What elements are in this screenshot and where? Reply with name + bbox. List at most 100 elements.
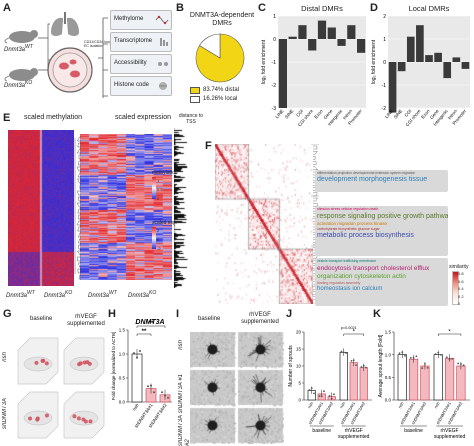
- dendrogram-branch: [77, 136, 81, 142]
- panel-j-chart: Number of sprouts05101520nshshDNMT3A#1sh…: [288, 326, 372, 440]
- panel-g: baseline rhVEGF supplemented nsh shDNMT3…: [0, 310, 108, 446]
- data-point: [365, 366, 367, 369]
- h-bar: [131, 353, 143, 403]
- i-row-nsh: nsh: [178, 340, 184, 350]
- h-y-tick-label: 1.5: [119, 328, 126, 333]
- data-point: [352, 359, 355, 362]
- legend-scaled-exp-colorbar: [152, 227, 156, 249]
- h-x-tick-label: nsh: [132, 402, 141, 411]
- assay-accessibility: Accessibility: [110, 54, 172, 74]
- lungs-icon: [51, 12, 79, 37]
- chart-title: Local DMRs: [409, 4, 450, 13]
- dendrogram-branch: [77, 142, 81, 148]
- spheroid-dot: [44, 361, 49, 366]
- bar: [416, 25, 424, 62]
- g-col-baseline: baseline: [30, 316, 53, 322]
- x-tick-label: CGI: [403, 108, 412, 117]
- pie-legend-swatch-local: [190, 96, 200, 103]
- similarity-ticks: 0.8 0.6 0.4 0.2 0: [458, 271, 464, 306]
- pie-title: DNMT3A-dependent DMRs: [189, 12, 255, 27]
- mouse-wt-icon: [4, 30, 38, 44]
- bar: [308, 39, 317, 51]
- panel-letter-c: C: [258, 2, 266, 14]
- h-point: [167, 396, 169, 399]
- y-tick-label: 0: [273, 37, 276, 43]
- bar: [359, 367, 368, 401]
- spheroid-dot: [44, 413, 49, 418]
- dendrogram-branch: [77, 208, 81, 214]
- data-point: [437, 351, 440, 354]
- x-tick-label: Exon: [313, 108, 324, 119]
- panel-letter-e: E: [3, 112, 11, 124]
- data-point: [457, 362, 460, 365]
- dendrogram-branch: [77, 160, 81, 166]
- i-col-rhvegf: rhVEGF supplemented: [241, 312, 279, 325]
- bar: [327, 27, 336, 39]
- similarity-dendrogram-branch: [313, 151, 318, 155]
- dendrogram-branch: [78, 262, 81, 268]
- y-tick-label: 1.5: [385, 330, 392, 335]
- data-point: [398, 352, 401, 355]
- h-point: [150, 384, 152, 387]
- panel-i: baseline rhVEGF supplemented nsh shDNMT3…: [176, 310, 286, 446]
- data-point: [345, 352, 347, 354]
- group-label-rhvegf-2: supplemented: [338, 434, 370, 440]
- pie-chart: [195, 33, 245, 83]
- data-point: [460, 363, 462, 365]
- data-point: [330, 398, 333, 400]
- assay-bracket: [98, 17, 108, 98]
- spheroid-dot: [85, 360, 90, 365]
- panel-h-chart: DNMT3A Fold change [normalized to ACTB]0.…: [111, 319, 172, 429]
- panel-letter-d: D: [370, 2, 378, 14]
- panel-b: DNMT3A-dependent DMRs 83.74% distal 16.2…: [176, 0, 258, 110]
- bar: [443, 62, 452, 79]
- panel-c-chart: Distal DMRs log₂ fold enrichment -3 -2 -1 0 1 L…: [261, 4, 366, 127]
- k-sig: *: [448, 330, 451, 336]
- mouse-wt-label: Dnmt3a: [4, 47, 26, 53]
- bar: [461, 62, 470, 69]
- panel-letter-j: J: [286, 308, 293, 320]
- data-point: [360, 366, 363, 368]
- y-axis-label: log₂ fold enrichment: [371, 39, 377, 84]
- similarity-dendrogram-branch: [313, 145, 318, 150]
- heatmap-expr-ko-label: Dnmt3a: [128, 293, 150, 299]
- legend-methylation-colorbar: [152, 177, 156, 199]
- bar: [278, 39, 287, 108]
- isolation-note: CD31/CD34 lung EC isolation: [84, 40, 112, 48]
- legend-scaled-exp-ticks: 2 0 -2: [157, 228, 161, 251]
- y-tick-label: 0.0: [385, 398, 392, 403]
- dendrogram-branch: [78, 154, 81, 160]
- y-tick-label: -1: [382, 83, 387, 89]
- mouse-ko-label: Dnmt3a: [4, 83, 26, 89]
- x-tick-label: LINE: [384, 108, 394, 119]
- distance-to-tss-label: distance to TSS: [178, 113, 204, 125]
- spheroid-dot: [88, 419, 93, 424]
- data-point: [415, 355, 418, 358]
- wordcloud-endocytosis: vesicle transport trafficking membrane e…: [315, 258, 448, 306]
- well-plate-diagram: [17, 337, 105, 439]
- mouse-ko-sup: KO: [25, 80, 33, 86]
- k-sig-bracket: [438, 333, 462, 336]
- bar: [347, 25, 356, 39]
- x-tick-label: SINE: [284, 108, 295, 119]
- y-tick-label: 1: [273, 14, 276, 20]
- x-tick-label: CGI: [295, 108, 304, 117]
- bar: [420, 365, 430, 401]
- i-col-baseline: baseline: [198, 316, 221, 322]
- accessibility-icon: [158, 62, 168, 66]
- heatmap-ko-label: Dnmt3a: [44, 293, 66, 299]
- h-point: [164, 394, 166, 397]
- panel-letter-k: K: [373, 308, 381, 320]
- assay-transcriptome: Transcriptome: [110, 32, 172, 52]
- y-tick-label: -1: [272, 60, 277, 66]
- y-tick-label: 2: [383, 14, 386, 20]
- dendrogram-branch: [77, 268, 81, 274]
- spheroid-dot: [77, 362, 82, 367]
- y-axis-label: log₂ fold enrichment: [261, 39, 267, 84]
- bar: [397, 354, 407, 401]
- assay-methylome: Methylome: [110, 10, 172, 30]
- x-tick-label: nsh: [397, 401, 405, 409]
- data-point: [426, 367, 429, 369]
- legend-methylation-label: methylation: [152, 170, 178, 176]
- bar: [408, 358, 419, 401]
